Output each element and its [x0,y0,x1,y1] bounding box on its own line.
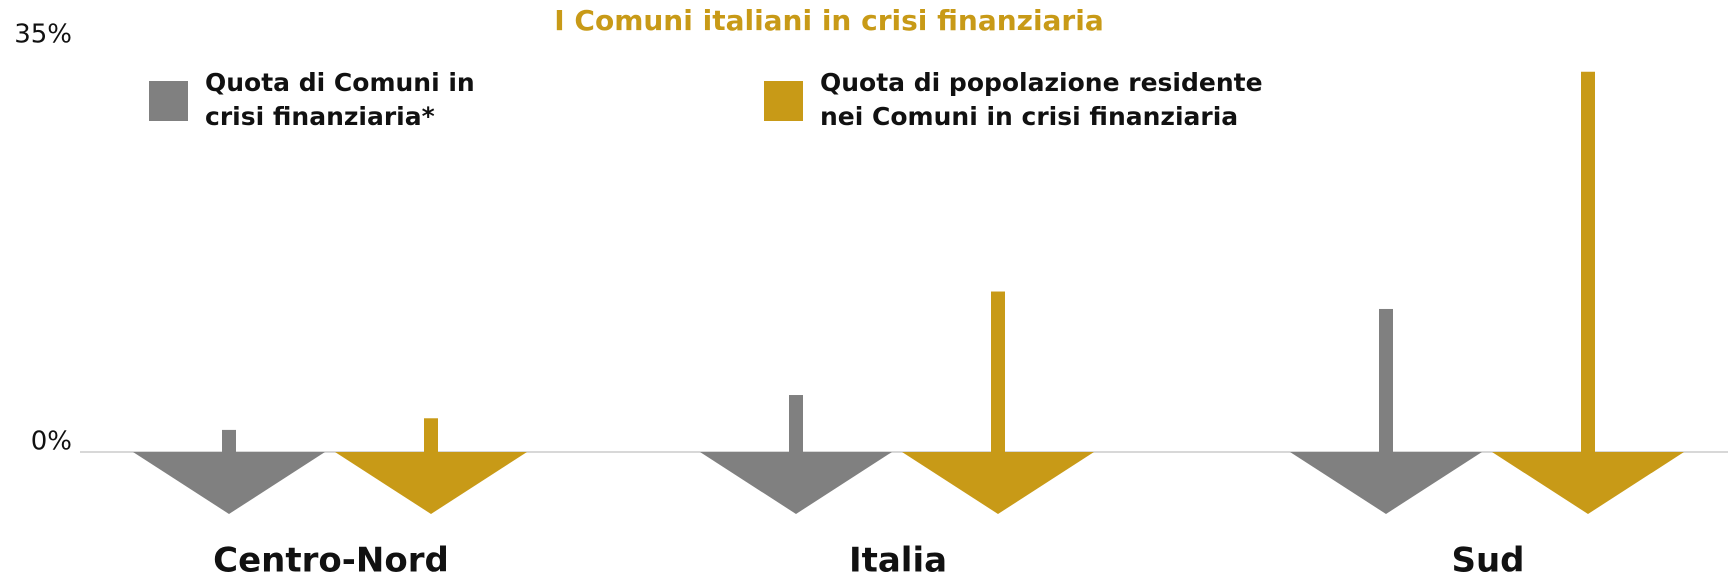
legend-label: Quota di popolazione residente nei Comun… [820,68,1263,131]
bar [1379,308,1393,452]
y-tick-label: 0% [31,427,72,457]
arrow-head [1290,452,1482,514]
bar [991,291,1005,452]
bar [424,418,438,452]
arrow-head [133,452,325,514]
arrow-head [700,452,892,514]
x-tick-label: Italia [849,541,947,580]
legend-swatch [764,81,803,121]
arrow-head [1492,452,1684,514]
x-tick-label: Sud [1451,541,1524,580]
arrow-head [902,452,1094,514]
bar [789,395,803,452]
bar [222,429,236,452]
chart-title: I Comuni italiani in crisi finanziaria [554,4,1104,37]
x-tick-label: Centro-Nord [213,541,449,580]
arrow-head [335,452,527,514]
bar [1581,71,1595,452]
y-tick-label: 35% [14,20,72,50]
legend-swatch [149,81,188,121]
legend-label: Quota di Comuni in crisi finanziaria* [205,68,475,131]
